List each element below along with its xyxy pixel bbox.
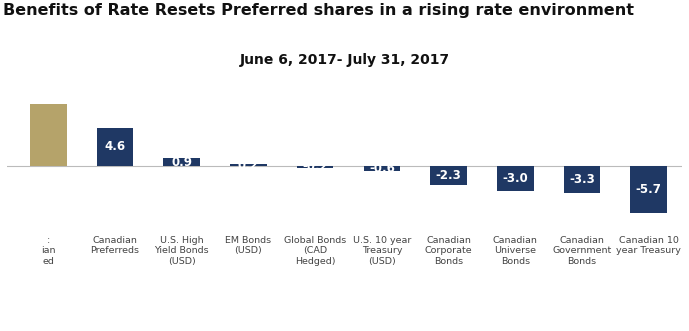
Text: -2.3: -2.3 [435, 169, 462, 182]
Bar [230, 164, 267, 166]
Bar [30, 104, 67, 166]
Text: -5.7: -5.7 [636, 183, 661, 196]
Bar [163, 159, 200, 166]
Text: Benefits of Rate Resets Preferred shares in a rising rate environment: Benefits of Rate Resets Preferred shares… [3, 3, 635, 18]
Bar [430, 166, 467, 185]
Bar [96, 128, 134, 166]
Text: -0.6: -0.6 [369, 162, 395, 175]
Text: 4.6: 4.6 [105, 140, 125, 154]
Bar [364, 166, 400, 171]
Text: June 6, 2017- July 31, 2017: June 6, 2017- July 31, 2017 [240, 53, 449, 67]
Text: -3.0: -3.0 [502, 172, 528, 185]
Bar [297, 166, 333, 167]
Bar [564, 166, 600, 193]
Bar [630, 166, 667, 213]
Text: 0.2: 0.2 [238, 159, 259, 171]
Bar [497, 166, 534, 191]
Text: -0.2: -0.2 [302, 160, 328, 173]
Text: 0.9: 0.9 [171, 156, 192, 169]
Text: -3.3: -3.3 [569, 173, 595, 186]
